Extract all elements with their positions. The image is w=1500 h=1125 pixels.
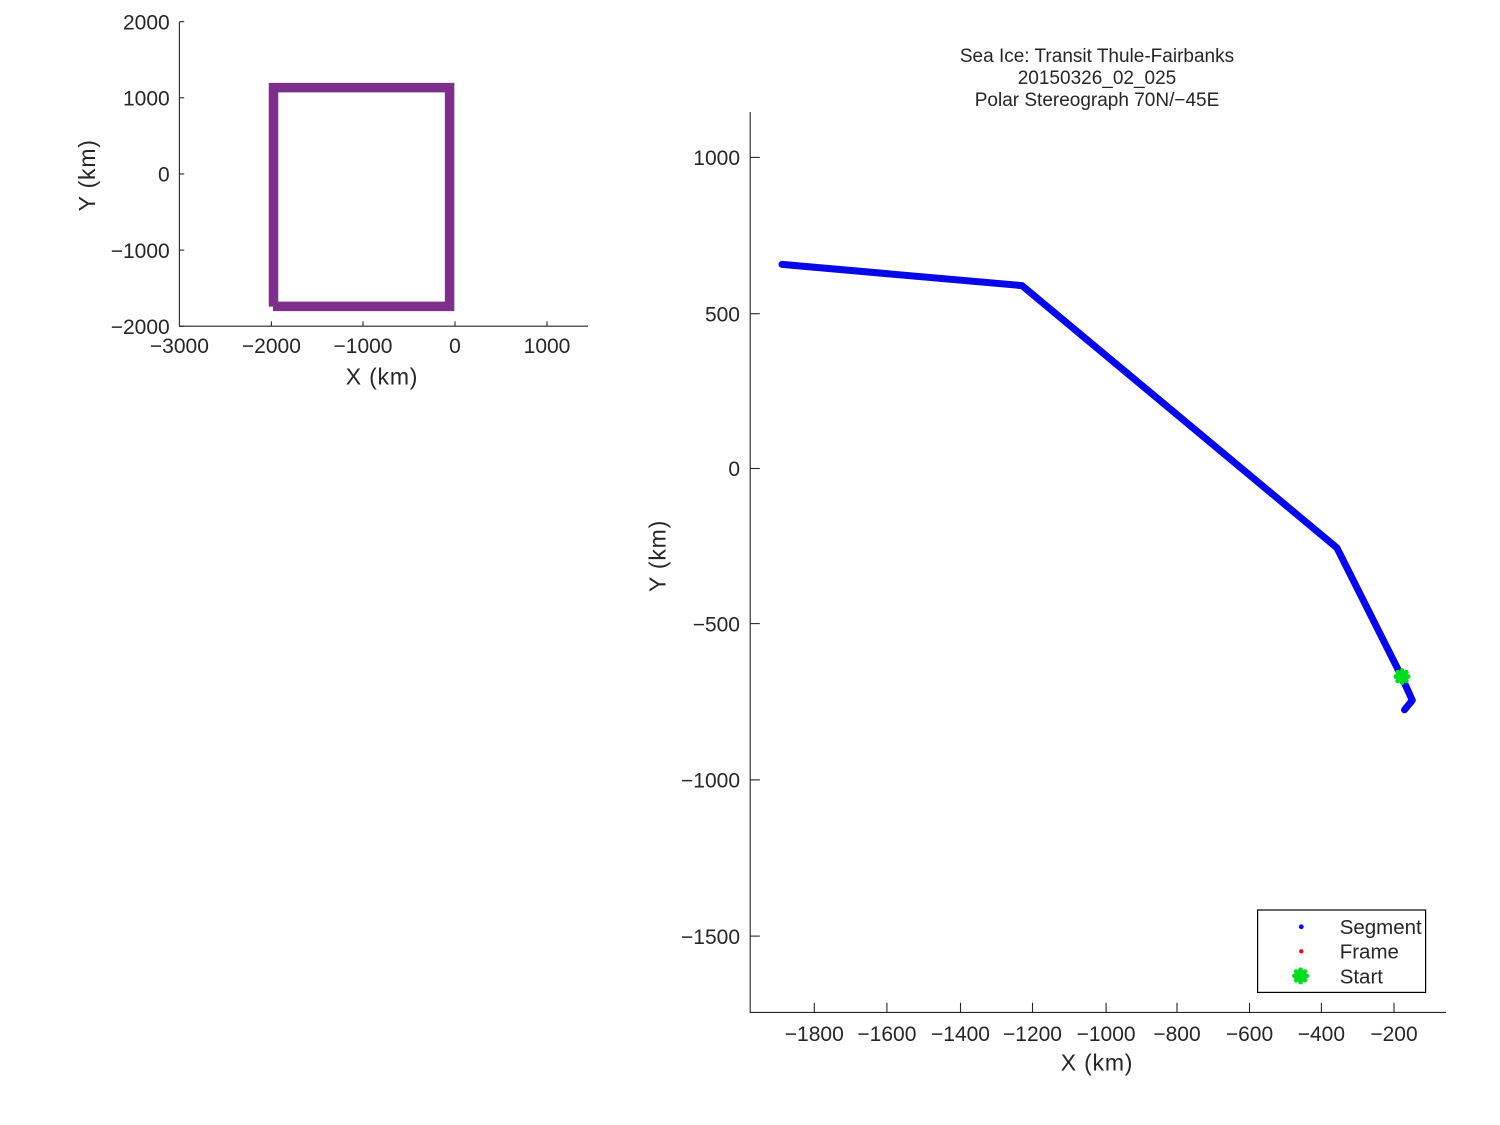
svg-text:−600: −600 <box>1226 1023 1273 1046</box>
svg-text:−1000: −1000 <box>334 335 393 358</box>
svg-text:−1200: −1200 <box>1003 1023 1062 1046</box>
svg-text:Segment: Segment <box>1340 916 1422 939</box>
svg-text:0: 0 <box>449 335 461 358</box>
svg-text:−1400: −1400 <box>931 1023 990 1046</box>
svg-text:−400: −400 <box>1298 1023 1345 1046</box>
svg-text:Polar Stereograph 70N/−45E: Polar Stereograph 70N/−45E <box>975 90 1220 111</box>
svg-text:Sea Ice: Transit Thule-Fairban: Sea Ice: Transit Thule-Fairbanks <box>960 46 1234 67</box>
svg-text:Start: Start <box>1340 965 1384 988</box>
svg-text:−2000: −2000 <box>242 335 301 358</box>
svg-text:−500: −500 <box>693 613 740 636</box>
svg-text:X (km): X (km) <box>1061 1050 1134 1076</box>
svg-text:0: 0 <box>158 164 170 187</box>
svg-text:−1000: −1000 <box>1077 1023 1136 1046</box>
svg-text:2000: 2000 <box>123 11 170 34</box>
svg-text:−3000: −3000 <box>150 335 209 358</box>
svg-text:Y (km): Y (km) <box>74 139 100 211</box>
svg-text:Y (km): Y (km) <box>645 520 671 592</box>
svg-text:500: 500 <box>705 303 740 326</box>
svg-text:−800: −800 <box>1153 1023 1200 1046</box>
svg-text:−1000: −1000 <box>681 770 740 793</box>
svg-text:−1500: −1500 <box>681 926 740 949</box>
svg-text:0: 0 <box>728 458 740 481</box>
svg-text:−200: −200 <box>1370 1023 1417 1046</box>
svg-text:−1600: −1600 <box>857 1023 916 1046</box>
svg-text:Frame: Frame <box>1340 941 1399 964</box>
svg-text:−1800: −1800 <box>785 1023 844 1046</box>
svg-text:1000: 1000 <box>123 87 170 110</box>
svg-text:20150326_02_025: 20150326_02_025 <box>1018 68 1177 89</box>
svg-text:−2000: −2000 <box>111 316 170 339</box>
svg-text:1000: 1000 <box>524 335 571 358</box>
svg-text:X (km): X (km) <box>346 364 419 390</box>
svg-text:−1000: −1000 <box>111 240 170 263</box>
svg-text:1000: 1000 <box>693 147 740 170</box>
